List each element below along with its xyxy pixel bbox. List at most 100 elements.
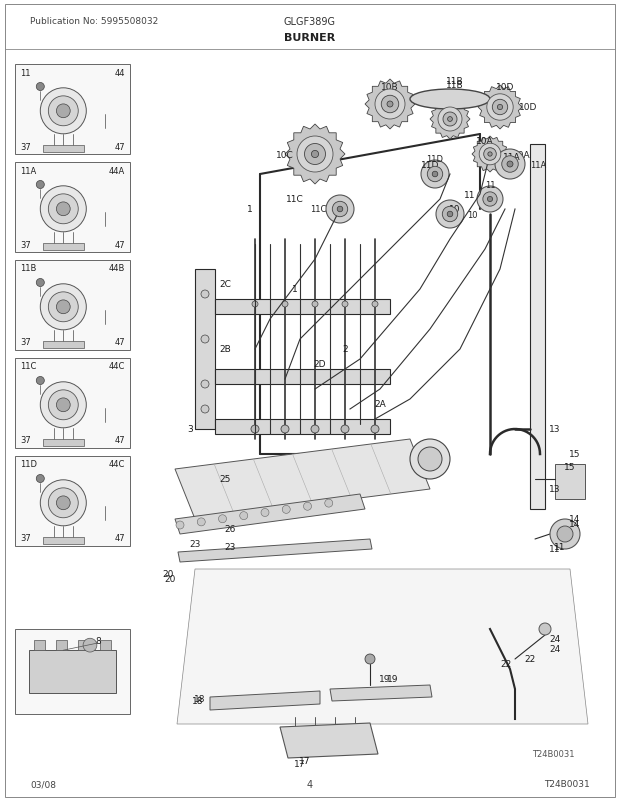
Polygon shape (43, 439, 84, 447)
Text: 10B: 10B (381, 83, 399, 91)
Circle shape (37, 475, 44, 483)
Text: 11C: 11C (286, 195, 304, 205)
Circle shape (539, 623, 551, 635)
Circle shape (448, 117, 453, 122)
Text: 11: 11 (20, 68, 30, 78)
Polygon shape (472, 137, 508, 172)
Circle shape (83, 638, 97, 652)
Polygon shape (530, 145, 545, 509)
Text: 23: 23 (224, 543, 236, 552)
Polygon shape (285, 125, 345, 184)
Bar (56, 640, 68, 650)
Ellipse shape (86, 482, 123, 506)
Circle shape (297, 137, 333, 172)
Text: 10C: 10C (276, 150, 294, 160)
Text: 25: 25 (219, 475, 231, 484)
Text: 44B: 44B (108, 264, 125, 273)
Text: 15: 15 (564, 463, 576, 472)
Text: 47: 47 (114, 142, 125, 152)
Text: 11D: 11D (421, 160, 439, 169)
Text: 44A: 44A (108, 166, 125, 176)
Circle shape (48, 97, 78, 127)
Text: 20: 20 (162, 569, 174, 579)
Circle shape (507, 162, 513, 168)
Polygon shape (330, 685, 432, 701)
Circle shape (281, 426, 289, 433)
Circle shape (447, 212, 453, 217)
Ellipse shape (86, 91, 123, 115)
Text: 24: 24 (549, 645, 560, 654)
Circle shape (557, 526, 573, 542)
Circle shape (427, 167, 443, 183)
Polygon shape (43, 342, 84, 349)
Bar (100, 640, 111, 650)
Polygon shape (43, 146, 84, 153)
Circle shape (56, 399, 70, 412)
Ellipse shape (95, 96, 115, 109)
Circle shape (282, 302, 288, 308)
Circle shape (312, 302, 318, 308)
Text: 37: 37 (20, 241, 31, 249)
Text: 15: 15 (569, 450, 581, 459)
Circle shape (418, 448, 442, 472)
Text: 03/08: 03/08 (30, 780, 56, 788)
Circle shape (56, 105, 70, 119)
Circle shape (201, 335, 209, 343)
Polygon shape (478, 86, 522, 130)
Text: 2: 2 (342, 345, 348, 354)
Text: 17: 17 (299, 756, 311, 766)
Bar (15, 65, 130, 155)
Text: 10D: 10D (496, 83, 514, 92)
Ellipse shape (86, 286, 123, 310)
Text: 11: 11 (464, 190, 476, 199)
Circle shape (483, 192, 497, 207)
Text: 37: 37 (20, 338, 31, 347)
Text: 44C: 44C (108, 362, 125, 371)
Circle shape (201, 406, 209, 414)
Bar (15, 630, 130, 714)
Circle shape (332, 202, 348, 217)
Circle shape (365, 654, 375, 664)
Ellipse shape (95, 194, 115, 207)
Ellipse shape (95, 292, 115, 305)
Circle shape (438, 107, 462, 132)
Text: 1: 1 (292, 286, 298, 294)
Text: T24B0031: T24B0031 (533, 750, 575, 759)
Text: 19: 19 (379, 674, 391, 683)
Polygon shape (555, 464, 585, 500)
Text: 11A: 11A (20, 166, 36, 176)
Text: 10D: 10D (519, 103, 537, 112)
Circle shape (304, 503, 311, 511)
Text: 47: 47 (114, 436, 125, 445)
Circle shape (487, 197, 493, 202)
Circle shape (375, 90, 405, 119)
Text: BURNER: BURNER (285, 33, 335, 43)
Polygon shape (215, 300, 390, 314)
Circle shape (304, 144, 326, 165)
Circle shape (48, 195, 78, 225)
Bar (15, 456, 130, 546)
Circle shape (342, 302, 348, 308)
Text: 24: 24 (549, 634, 560, 644)
Circle shape (48, 488, 78, 518)
Text: 26: 26 (224, 525, 236, 534)
Text: 11: 11 (549, 545, 560, 554)
Text: 10A: 10A (476, 137, 494, 146)
Circle shape (421, 160, 449, 188)
Text: 8: 8 (95, 637, 100, 646)
Circle shape (479, 144, 501, 165)
Text: 44C: 44C (108, 460, 125, 469)
Text: 13: 13 (549, 485, 560, 494)
Circle shape (436, 200, 464, 229)
Circle shape (497, 105, 503, 111)
Circle shape (492, 100, 508, 115)
Text: 11A: 11A (530, 160, 546, 169)
Circle shape (341, 426, 349, 433)
Circle shape (197, 518, 205, 526)
Circle shape (387, 102, 393, 107)
Text: 11D: 11D (427, 154, 443, 164)
Text: 17: 17 (294, 759, 306, 768)
Bar (15, 261, 130, 350)
Circle shape (40, 89, 86, 135)
Text: 4: 4 (307, 779, 313, 789)
